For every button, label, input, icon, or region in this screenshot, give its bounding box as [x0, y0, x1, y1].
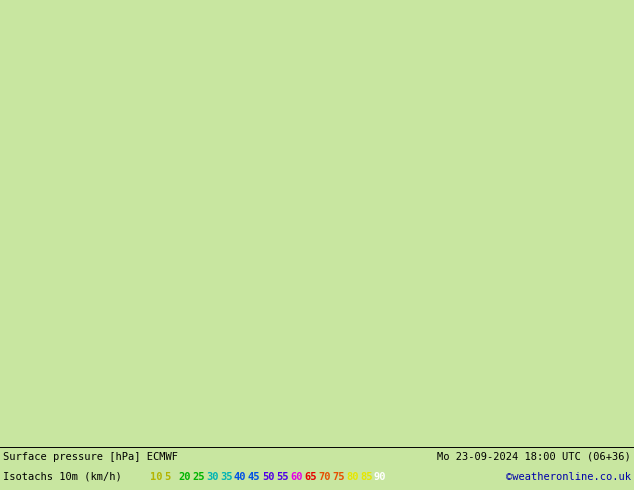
- Text: ©weatheronline.co.uk: ©weatheronline.co.uk: [506, 472, 631, 482]
- Text: 40: 40: [234, 472, 247, 482]
- Text: 65: 65: [304, 472, 316, 482]
- Text: Isotachs 10m (km/h): Isotachs 10m (km/h): [3, 472, 122, 482]
- Text: 60: 60: [290, 472, 302, 482]
- Text: 50: 50: [262, 472, 275, 482]
- Text: 25: 25: [192, 472, 205, 482]
- Text: 90: 90: [374, 472, 387, 482]
- Text: 20: 20: [178, 472, 190, 482]
- Text: 45: 45: [248, 472, 261, 482]
- Text: 80: 80: [346, 472, 358, 482]
- Text: Mo 23-09-2024 18:00 UTC (06+36): Mo 23-09-2024 18:00 UTC (06+36): [437, 452, 631, 462]
- Text: Surface pressure [hPa] ECMWF: Surface pressure [hPa] ECMWF: [3, 452, 178, 462]
- Text: 75: 75: [332, 472, 344, 482]
- Text: 85: 85: [360, 472, 373, 482]
- Text: 10: 10: [150, 472, 162, 482]
- Text: 55: 55: [276, 472, 288, 482]
- Text: 35: 35: [220, 472, 233, 482]
- Text: 5: 5: [164, 472, 171, 482]
- Text: 70: 70: [318, 472, 330, 482]
- Text: 30: 30: [206, 472, 219, 482]
